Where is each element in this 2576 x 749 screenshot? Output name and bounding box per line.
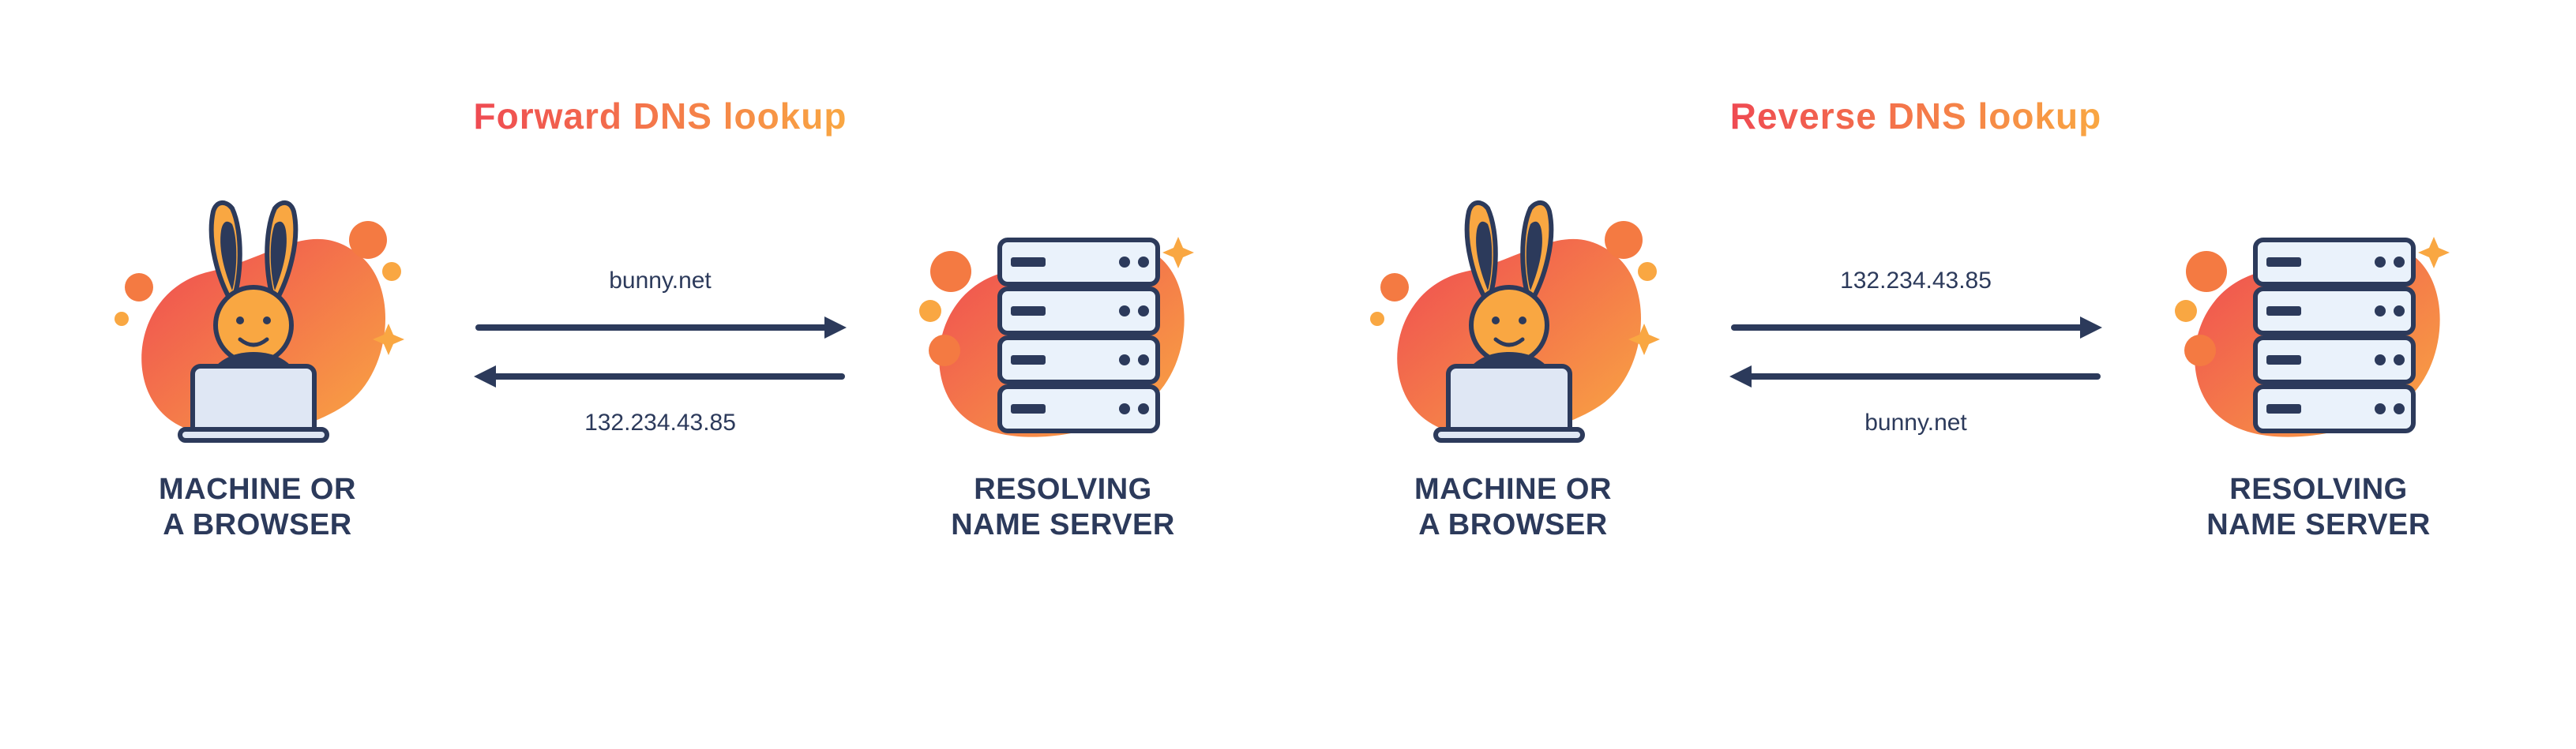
node-forward-client-label: MACHINE OR A BROWSER <box>159 472 356 543</box>
arrow-forward-top-label: bunny.net <box>609 268 712 294</box>
dns-lookup-diagram: Forward DNS lookup <box>0 0 2576 749</box>
panel-forward-title-wrap: Forward DNS lookup <box>474 95 847 137</box>
bunny-laptop-icon <box>107 193 407 445</box>
node-forward-server-label: RESOLVING NAME SERVER <box>951 472 1175 543</box>
panel-forward-row: MACHINE OR A BROWSER bunny.net 132.234.4… <box>88 193 1233 543</box>
server-stack-icon <box>913 193 1213 445</box>
node-reverse-server-label: RESOLVING NAME SERVER <box>2206 472 2431 543</box>
node-forward-server: RESOLVING NAME SERVER <box>897 193 1229 543</box>
node-reverse-client: MACHINE OR A BROWSER <box>1347 193 1679 543</box>
arrow-right-icon <box>1726 312 2105 343</box>
arrow-left-icon <box>471 361 850 392</box>
panel-reverse: Reverse DNS lookup <box>1343 95 2488 543</box>
arrow-reverse-bottom-label: bunny.net <box>1864 410 1967 436</box>
arrow-reverse-top-label: 132.234.43.85 <box>1840 268 1992 294</box>
arrow-right-icon <box>471 312 850 343</box>
bunny-laptop-icon <box>1363 193 1663 445</box>
arrow-forward-bottom-label: 132.234.43.85 <box>584 410 736 436</box>
node-reverse-server: RESOLVING NAME SERVER <box>2153 193 2484 543</box>
panel-reverse-title-wrap: Reverse DNS lookup <box>1730 95 2101 137</box>
panel-forward: Forward DNS lookup <box>88 95 1233 543</box>
arrow-left-icon <box>1726 361 2105 392</box>
node-reverse-client-label: MACHINE OR A BROWSER <box>1414 472 1612 543</box>
panel-forward-title: Forward DNS lookup <box>474 95 847 137</box>
panel-reverse-title: Reverse DNS lookup <box>1730 95 2101 137</box>
node-forward-client: MACHINE OR A BROWSER <box>92 193 423 543</box>
arrows-reverse: 132.234.43.85 bunny.net <box>1710 268 2121 436</box>
server-stack-icon <box>2169 193 2469 445</box>
arrows-forward: bunny.net 132.234.43.85 <box>455 268 866 436</box>
panel-reverse-row: MACHINE OR A BROWSER 132.234.43.85 bunny… <box>1343 193 2488 543</box>
